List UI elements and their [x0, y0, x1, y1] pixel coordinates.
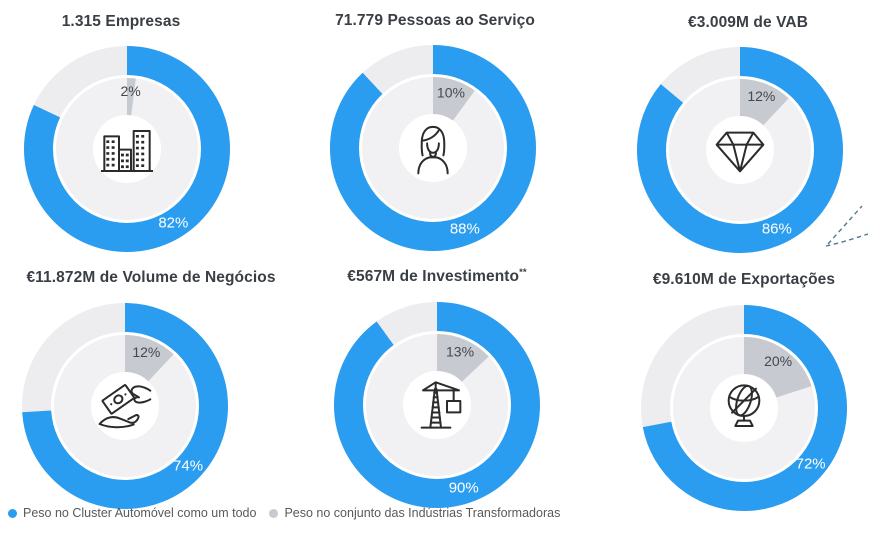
donut-chart-vab[interactable]: 86% 12% [630, 40, 850, 260]
chart-title: €9.610M de Exportações [653, 271, 835, 289]
chart-title: €567M de Investimento** [347, 268, 526, 286]
primary-value-label: 82% [158, 214, 188, 231]
primary-value-label: 74% [173, 457, 203, 474]
primary-value-label: 72% [796, 455, 826, 472]
dashed-line [825, 233, 869, 247]
secondary-arc[interactable] [56, 78, 198, 220]
secondary-arc[interactable] [673, 337, 815, 479]
primary-arc[interactable] [637, 47, 843, 253]
crane-icon [420, 381, 462, 429]
chart-title-text: €3.009M de VAB [688, 14, 808, 31]
legend-label: Peso no conjunto das Indústrias Transfor… [284, 506, 561, 520]
chart-title: €11.872M de Volume de Negócios [26, 269, 275, 287]
chart-title-text: 1.315 Empresas [61, 13, 181, 30]
secondary-arc[interactable] [366, 334, 508, 476]
chart-title: 1.315 Empresas [62, 13, 181, 31]
secondary-value-label: 12% [747, 88, 775, 104]
buildings-icon [100, 129, 153, 172]
primary-value-label: 86% [762, 221, 792, 238]
legend-dot-gray-icon [269, 508, 279, 518]
secondary-arc[interactable] [669, 79, 811, 221]
dashed-line [827, 205, 863, 245]
primary-arc[interactable] [330, 45, 536, 251]
chart-title: €3.009M de VAB [688, 14, 808, 32]
primary-arc[interactable] [24, 46, 230, 252]
secondary-value-label: 20% [764, 353, 792, 369]
globe-icon [727, 384, 761, 427]
chart-title-text: €567M de Investimento [347, 268, 520, 285]
primary-value-label: 88% [450, 221, 480, 238]
legend-item-cluster-automovel[interactable]: Peso no Cluster Automóvel como um todo [8, 506, 256, 520]
secondary-value-label: 13% [446, 344, 474, 360]
donut-chart-empresas[interactable]: 82% 2% [17, 39, 237, 259]
diamond-icon [715, 131, 765, 173]
donut-chart-investimento[interactable]: 90% 13% [327, 295, 547, 515]
primary-value-label: 90% [449, 480, 479, 497]
legend: Peso no Cluster Automóvel como um todo P… [8, 506, 560, 520]
donut-chart-pessoas[interactable]: 88% 10% [323, 38, 543, 258]
chart-title-text: 71.779 Pessoas ao Serviço [335, 12, 535, 29]
donut-chart-volume-negocios[interactable]: 74% 12% [15, 296, 235, 516]
primary-arc[interactable] [641, 305, 847, 511]
legend-dot-blue-icon [8, 508, 17, 518]
money-hand-icon [98, 384, 152, 429]
donut-chart-exportacoes[interactable]: 72% 20% [634, 298, 854, 518]
secondary-value-label: 10% [437, 85, 465, 101]
secondary-value-label: 2% [121, 83, 141, 99]
dashed-lines-decoration [825, 205, 869, 247]
secondary-value-label: 12% [132, 344, 160, 360]
chart-title: 71.779 Pessoas ao Serviço [335, 12, 535, 30]
primary-arc[interactable] [22, 303, 228, 509]
person-icon [417, 125, 449, 175]
secondary-arc[interactable] [54, 335, 196, 477]
secondary-arc[interactable] [362, 77, 504, 219]
chart-title-text: €9.610M de Exportações [652, 271, 836, 288]
legend-label: Peso no Cluster Automóvel como um todo [23, 506, 257, 520]
primary-arc[interactable] [334, 302, 540, 508]
chart-title-footnote-marker: ** [519, 266, 527, 278]
chart-title-text: €11.872M de Volume de Negócios [26, 269, 276, 286]
legend-item-industrias-transformadoras[interactable]: Peso no conjunto das Indústrias Transfor… [269, 506, 560, 520]
